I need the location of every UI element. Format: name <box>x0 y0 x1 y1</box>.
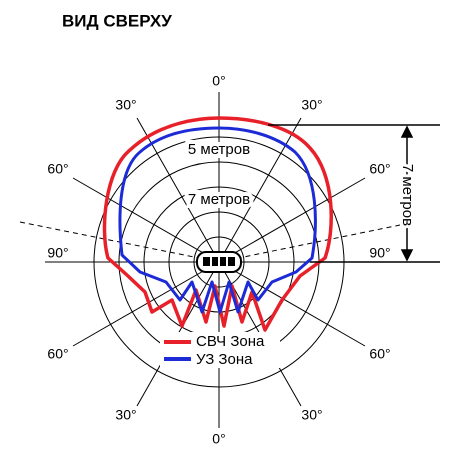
side-label: 7 метров <box>399 164 416 226</box>
range-label: 5 метров <box>188 141 250 158</box>
dimension <box>268 124 440 263</box>
sensor <box>196 251 242 273</box>
angle-label: 60° <box>47 161 68 177</box>
angle-label: 60° <box>369 161 390 177</box>
angle-label: 90° <box>369 245 390 261</box>
angle-label: 30° <box>115 407 136 423</box>
angle-label: 30° <box>115 97 136 113</box>
range-label: 7 метров <box>188 191 250 208</box>
angle-label: 90° <box>47 245 68 261</box>
microwave-zone <box>102 116 333 332</box>
angle-label: 60° <box>369 346 390 362</box>
title: ВИД СВЕРХУ <box>62 11 172 30</box>
angle-label: 30° <box>301 97 322 113</box>
angle-label: 30° <box>301 407 322 423</box>
legend-label: УЗ Зона <box>196 351 253 368</box>
ultrasonic-zone <box>118 126 317 314</box>
angle-label: 0° <box>212 431 225 447</box>
legend: СВЧ Зона УЗ Зона <box>160 332 280 368</box>
angle-label: 0° <box>212 73 225 89</box>
legend-label: СВЧ Зона <box>196 333 265 350</box>
angle-label: 60° <box>47 346 68 362</box>
angle-labels: 0° 30° 30° 60° 60° 90° 90° 60° 60° 30° 3… <box>47 73 390 447</box>
